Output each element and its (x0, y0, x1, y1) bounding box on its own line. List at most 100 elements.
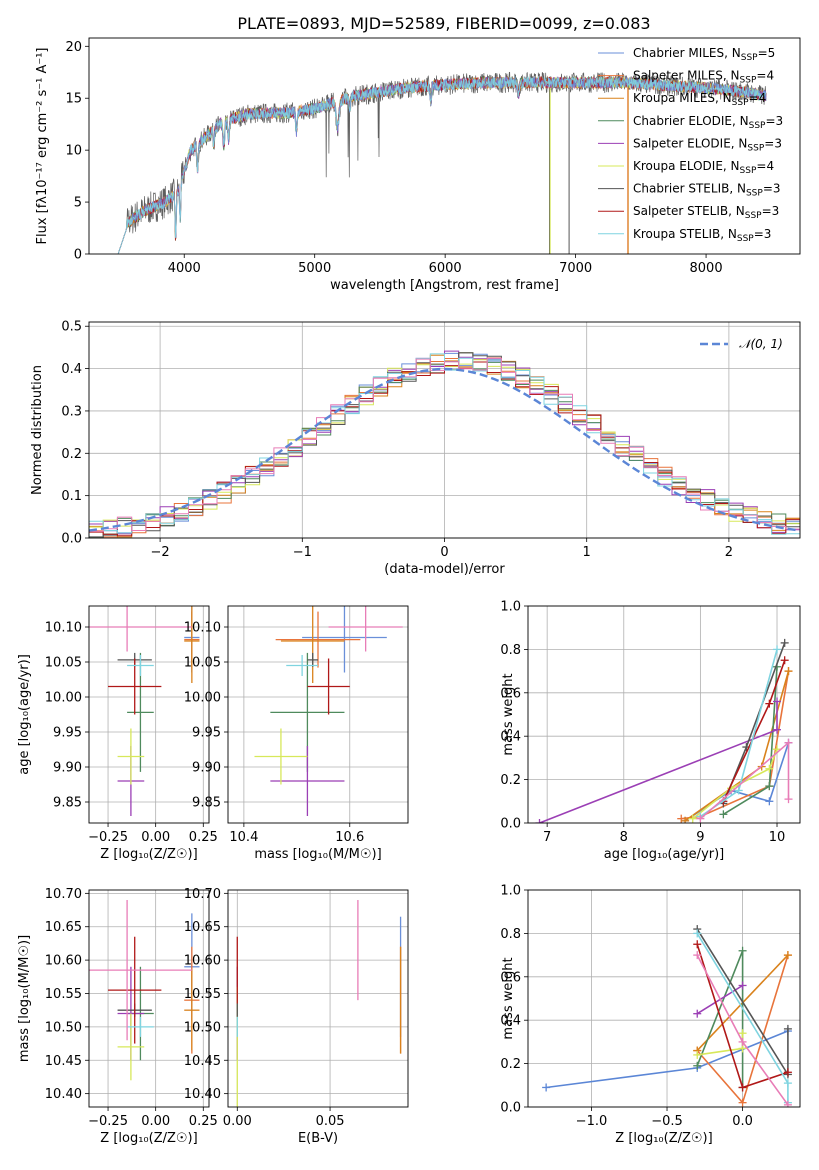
legend-label-sub: SSP (741, 53, 758, 63)
legend-label: 𝒩(0, 1) (739, 337, 783, 351)
y-tick-label: 10.00 (184, 691, 221, 706)
x-tick-label: 8000 (690, 261, 723, 276)
y-tick-label: 10.50 (184, 1020, 221, 1035)
y-tick-label: 10.10 (184, 621, 221, 636)
axes-frame (88, 605, 210, 824)
panel-age-vs-metallicity: −0.25 0.00 0.25 9.85 9.90 9.95 10.00 10.05 10.10… (17, 605, 218, 862)
errorbar-point (184, 606, 200, 683)
errorbar-point (184, 970, 200, 1051)
y-tick-label: 10.60 (184, 954, 221, 969)
y-tick-label: 9.90 (53, 761, 82, 776)
weight-series (696, 738, 793, 823)
errorbar-point (328, 606, 403, 652)
x-tick-label: 2 (725, 545, 733, 560)
axes-frame (88, 37, 801, 255)
errorbar-point (127, 1016, 154, 1037)
panel-age-vs-mass: 10.4 10.6 9.85 9.90 9.95 10.00 10.05 10.10 mass … (184, 605, 409, 862)
legend-label: Kroupa MILES, NSSP=4 (633, 91, 766, 108)
legend-label-suffix: =3 (765, 114, 783, 128)
y-tick-label: 0.4 (500, 730, 521, 745)
x-axis-label: Z [log₁₀(Z/Z☉)] (615, 1131, 712, 1146)
y-tick-label: 0.2 (500, 1057, 521, 1072)
x-tick-label: 0.00 (141, 830, 170, 845)
y-tick-label: 0.0 (500, 1101, 521, 1116)
y-tick-label: 9.90 (192, 761, 221, 776)
plot-area (89, 606, 200, 816)
weight-line (692, 748, 778, 820)
x-tick-label: 6000 (429, 261, 462, 276)
errorbar-point (108, 658, 162, 715)
x-tick-label: 0.00 (223, 1114, 252, 1129)
legend-label-sub: SSP (745, 211, 762, 221)
legend-label-suffix: =5 (758, 46, 776, 60)
y-tick-label: 10.55 (184, 987, 221, 1002)
plot-area (535, 638, 793, 823)
plot-area (236, 900, 402, 1107)
legend-label-suffix: =3 (762, 204, 780, 218)
legend-label-sub: SSP (737, 234, 754, 244)
y-axis-label: Normed distribution (30, 365, 45, 495)
x-tick-label: 4000 (168, 261, 201, 276)
axes-frame (227, 889, 409, 1108)
errorbar-point (270, 746, 345, 816)
y-axis-label: Flux [fλ10⁻¹⁷ erg cm⁻² s⁻¹ A⁻¹] (35, 48, 50, 245)
y-tick-label: 0.2 (61, 447, 82, 462)
plot-area (117, 71, 767, 254)
y-tick-label: 0.6 (500, 686, 521, 701)
errorbar-point (307, 658, 350, 715)
weight-series (693, 951, 792, 1107)
axes-frame (88, 321, 801, 539)
legend-label: Chabrier ELODIE, NSSP=3 (633, 114, 783, 131)
legend-label-sub: SSP (749, 121, 766, 131)
legend-label-main: Kroupa STELIB, N (633, 227, 737, 241)
y-tick-label: 0.8 (500, 643, 521, 658)
panel-spectrum: 4000 5000 6000 7000 8000 0 5 10 15 20 wavelength [… (35, 37, 801, 293)
legend-label: Kroupa STELIB, NSSP=3 (633, 227, 771, 244)
weight-series (693, 946, 747, 1092)
x-tick-label: 0.0 (732, 1114, 753, 1129)
y-tick-label: 20 (65, 40, 82, 55)
y-tick-label: 10.60 (45, 954, 82, 969)
axes-frame (227, 605, 409, 824)
y-tick-label: 9.95 (192, 726, 221, 741)
x-tick-label: −1 (293, 545, 312, 560)
y-tick-label: 0.8 (500, 927, 521, 942)
x-tick-label: 7 (543, 830, 551, 845)
x-tick-label: 10 (769, 830, 786, 845)
legend-label-sub: SSP (747, 143, 764, 153)
x-tick-label: −0.25 (88, 1114, 128, 1129)
y-tick-label: 0 (74, 248, 82, 263)
weight-series (535, 697, 782, 823)
plot-area (254, 606, 403, 816)
y-axis-label: mass weight (501, 673, 516, 755)
panel-mass-weight-vs-age: 7 8 9 10 0.0 0.2 0.4 0.6 0.8 1.0 age [log₁₀(age/yr… (500, 600, 801, 862)
legend-label-suffix: =3 (764, 136, 782, 150)
y-tick-label: 10.40 (45, 1087, 82, 1102)
errorbar-point (280, 606, 345, 683)
x-axis-label: E(B-V) (298, 1131, 338, 1146)
y-tick-label: 10.65 (184, 920, 221, 935)
y-tick-label: 0.2 (500, 773, 521, 788)
errorbar-point (302, 606, 387, 673)
axes-frame (527, 605, 801, 824)
legend-label: Chabrier STELIB, NSSP=3 (633, 182, 781, 199)
y-tick-label: 0.4 (500, 1014, 521, 1029)
legend-label-sub: SSP (740, 76, 757, 86)
errorbar-point (108, 936, 162, 1044)
y-axis-label: mass weight (501, 957, 516, 1039)
y-tick-label: 0.3 (61, 404, 82, 419)
y-tick-label: 10.45 (184, 1054, 221, 1069)
x-tick-label: 5000 (298, 261, 331, 276)
panel-mass-vs-extinction: 0.00 0.05 10.40 10.45 10.50 10.55 10.60 10.65 10… (184, 887, 409, 1146)
y-tick-label: 10.40 (184, 1087, 221, 1102)
errorbar-point (127, 655, 154, 676)
y-tick-label: 5 (74, 196, 82, 211)
legend-label-sub: SSP (746, 189, 763, 199)
y-tick-label: 10.05 (184, 656, 221, 671)
axes-frame (88, 889, 210, 1108)
x-tick-label: −1.0 (576, 1114, 608, 1129)
y-axis-label: age [log₁₀(age/yr)] (17, 654, 32, 775)
legend-label-sub: SSP (732, 98, 749, 108)
